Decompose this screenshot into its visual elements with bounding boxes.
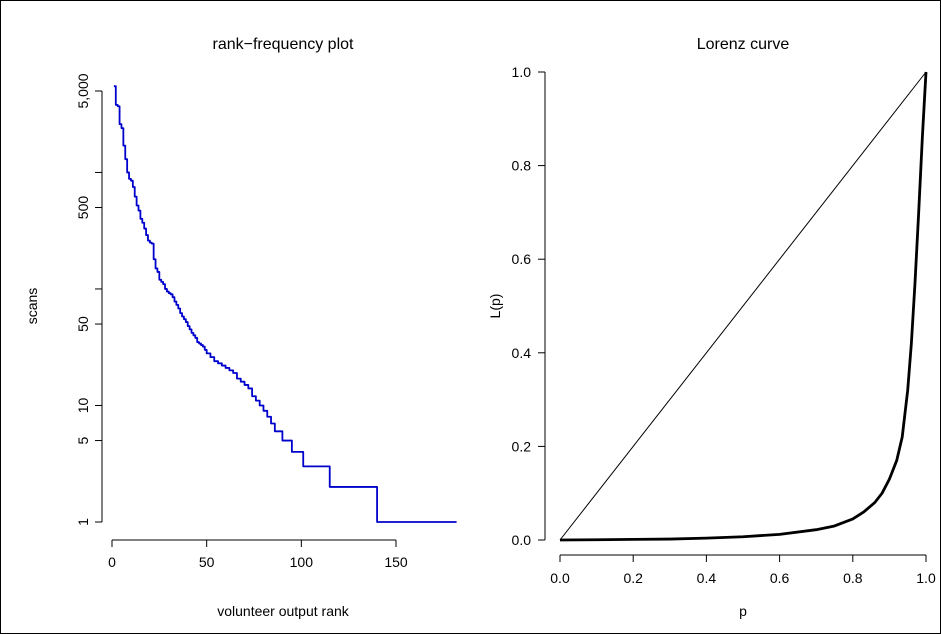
left-x-axis-label: volunteer output rank	[217, 603, 350, 619]
left-x-tick-label: 150	[384, 554, 408, 570]
left-x-tick-label: 0	[108, 554, 116, 570]
right-y-tick-label: 0.4	[512, 345, 532, 361]
left-y-tick-label: 1	[75, 518, 91, 526]
left-x-tick-label: 100	[290, 554, 314, 570]
right-series	[559, 71, 928, 542]
rank-frequency-panel: rank−frequency plot volunteer output ran…	[24, 36, 457, 619]
left-y-tick-label: 10	[75, 397, 91, 413]
left-y-tick-label: 5	[75, 436, 91, 444]
left-chart-title: rank−frequency plot	[213, 36, 355, 53]
left-x-tick-label: 50	[199, 554, 215, 570]
equality-line	[559, 71, 927, 541]
right-x-tick-label: 0.8	[843, 570, 863, 586]
lorenz-panel: Lorenz curve p L(p) 0.0 0.2 0.4 0.6 0.8 1.0 0…	[487, 36, 936, 619]
right-x-ticks: 0.0 0.2 0.4 0.6 0.8 1.0	[550, 554, 936, 586]
right-x-tick-label: 0.2	[623, 570, 643, 586]
left-series	[113, 85, 457, 523]
right-y-tick-label: 0.8	[512, 158, 532, 174]
rank-frequency-line	[113, 85, 457, 523]
right-y-ticks: 0.0 0.2 0.4 0.6 0.8 1.0	[512, 64, 546, 548]
right-x-tick-label: 0.6	[770, 570, 790, 586]
right-x-axis-label: p	[739, 603, 747, 619]
right-chart-title: Lorenz curve	[697, 36, 790, 53]
right-y-tick-label: 1.0	[512, 64, 532, 80]
left-y-tick-label: 500	[75, 196, 91, 220]
left-y-ticks: 1 5 10 50 500 5,000	[75, 73, 103, 526]
left-y-tick-label: 5,000	[75, 73, 91, 108]
right-x-tick-label: 0.0	[550, 570, 570, 586]
left-x-ticks: 0 50 100 150	[108, 539, 408, 570]
right-x-tick-label: 1.0	[916, 570, 936, 586]
right-y-axis-label: L(p)	[487, 294, 503, 319]
right-x-tick-label: 0.4	[697, 570, 717, 586]
left-y-axis-label: scans	[24, 288, 40, 325]
right-y-tick-label: 0.6	[512, 251, 532, 267]
lorenz-curve-line	[559, 71, 928, 542]
right-y-tick-label: 0.0	[512, 532, 532, 548]
right-y-tick-label: 0.2	[512, 438, 532, 454]
left-y-tick-label: 50	[75, 316, 91, 332]
